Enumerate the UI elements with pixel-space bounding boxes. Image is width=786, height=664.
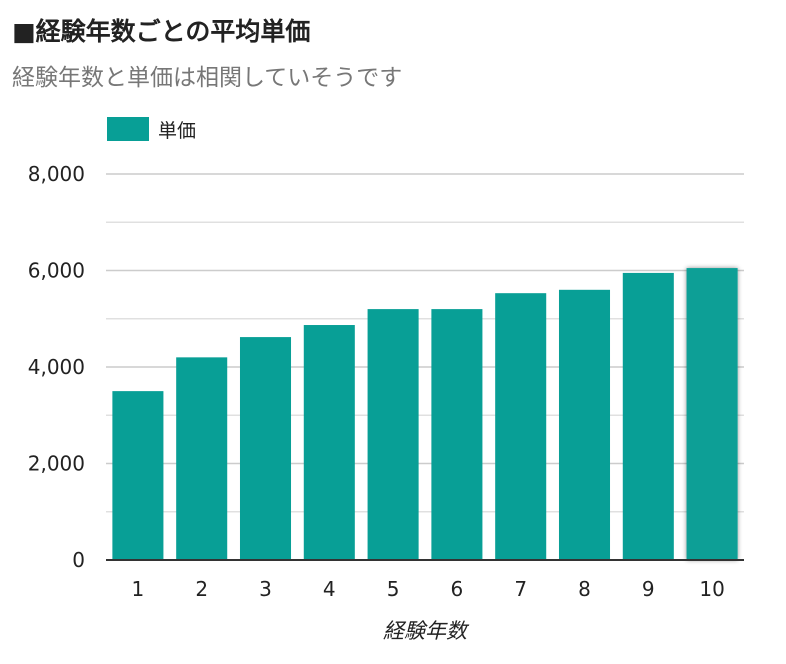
y-tick-label: 4,000	[28, 355, 85, 379]
x-tick-label: 7	[514, 577, 527, 601]
x-tick-label: 9	[642, 577, 655, 601]
legend[interactable]: 単価	[107, 117, 196, 142]
x-tick-label: 1	[132, 577, 145, 601]
y-tick-label: 0	[72, 548, 85, 572]
bar-2[interactable]	[176, 357, 228, 560]
bar-9[interactable]	[622, 272, 674, 560]
bars	[112, 268, 738, 560]
x-tick-label: 4	[323, 577, 336, 601]
x-tick-label: 6	[451, 577, 464, 601]
x-tick-label: 8	[578, 577, 591, 601]
bar-1[interactable]	[112, 391, 164, 560]
y-axis-ticks: 0 2,000 4,000 6,000 8,000	[28, 162, 85, 572]
x-tick-label: 10	[699, 577, 724, 601]
y-tick-label: 8,000	[28, 162, 85, 186]
chart-title: ■経験年数ごとの平均単価	[12, 17, 311, 46]
bar-8[interactable]	[558, 289, 611, 560]
y-tick-label: 2,000	[28, 452, 85, 476]
x-tick-label: 3	[259, 577, 272, 601]
bar-3[interactable]	[239, 337, 292, 560]
chart-subtitle: 経験年数と単価は相関していそうです	[12, 65, 403, 91]
bar-7[interactable]	[495, 293, 547, 560]
bar-6[interactable]	[431, 309, 483, 560]
legend-swatch	[107, 117, 149, 141]
bar-5[interactable]	[367, 309, 419, 560]
x-axis-title: 経験年数	[383, 619, 470, 643]
legend-label: 単価	[158, 120, 196, 142]
y-tick-label: 6,000	[28, 259, 85, 283]
x-tick-label: 2	[195, 577, 208, 601]
x-axis-ticks: 1 2 3 4 5 6 7 8 9 10	[132, 577, 725, 601]
x-tick-label: 5	[387, 577, 400, 601]
bar-4[interactable]	[303, 325, 355, 560]
bar-10[interactable]	[686, 268, 738, 560]
